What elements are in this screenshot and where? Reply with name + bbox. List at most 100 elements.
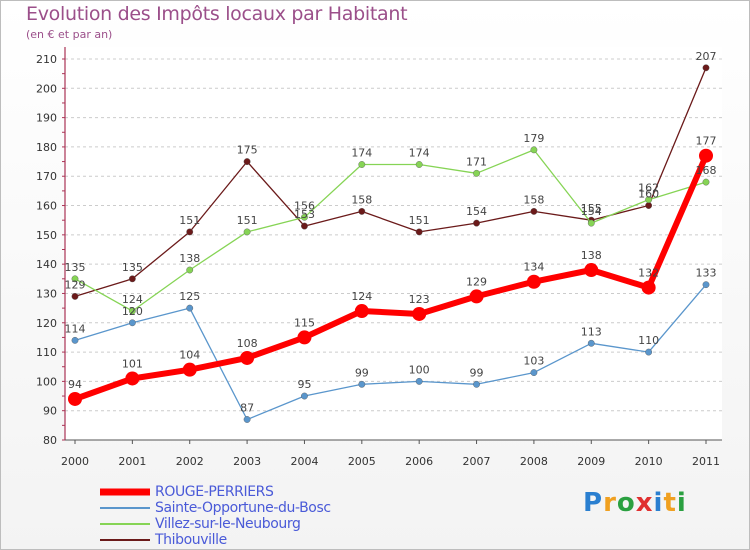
x-tick-label: 2010: [635, 455, 663, 468]
data-label: 155: [581, 202, 602, 215]
data-point: [301, 222, 308, 230]
data-point: [128, 319, 136, 327]
data-label: 129: [65, 278, 86, 291]
data-label: 160: [638, 188, 659, 201]
data-label: 87: [240, 401, 254, 414]
x-tick-label: 2004: [290, 455, 318, 468]
data-label: 129: [466, 275, 487, 288]
data-point: [415, 377, 423, 385]
y-tick-label: 190: [36, 112, 57, 125]
logo-letter: P: [583, 488, 604, 518]
data-point: [301, 213, 308, 221]
y-tick-label: 150: [36, 229, 57, 242]
data-point: [587, 339, 595, 347]
data-point: [71, 336, 79, 344]
data-label: 108: [237, 337, 258, 350]
logo-letter: i: [676, 488, 687, 518]
data-label: 179: [523, 132, 544, 145]
data-point: [186, 228, 194, 236]
data-point: [186, 266, 194, 274]
legend-swatch: [100, 507, 150, 509]
data-label: 99: [355, 366, 369, 379]
x-tick-label: 2007: [463, 455, 491, 468]
y-tick-label: 100: [36, 375, 57, 388]
y-tick-label: 140: [36, 258, 57, 271]
y-tick-label: 180: [36, 141, 57, 154]
data-label: 120: [122, 305, 143, 318]
data-point: [526, 274, 541, 289]
data-point: [530, 207, 538, 215]
data-label: 158: [351, 193, 372, 206]
data-label: 104: [179, 349, 200, 362]
y-tick-label: 200: [36, 82, 57, 95]
legend-swatch: [100, 523, 150, 525]
legend-label: ROUGE-PERRIERS: [155, 484, 274, 500]
data-label: 158: [523, 193, 544, 206]
legend-swatch: [100, 488, 150, 496]
data-label: 124: [122, 293, 143, 306]
data-label: 153: [294, 208, 315, 221]
data-label: 154: [581, 205, 602, 218]
data-point: [473, 169, 480, 177]
data-label: 123: [409, 293, 430, 306]
y-tick-label: 210: [36, 53, 57, 66]
data-label: 115: [294, 316, 315, 329]
data-point: [358, 161, 366, 168]
y-tick-label: 120: [36, 317, 57, 330]
x-tick-label: 2003: [233, 455, 261, 468]
x-tick-label: 2005: [348, 455, 376, 468]
data-point: [243, 158, 251, 165]
data-label: 113: [581, 325, 602, 338]
data-point: [473, 380, 480, 388]
legend-label: Thibouville: [155, 532, 227, 548]
data-point: [128, 307, 136, 315]
data-point: [358, 207, 366, 215]
data-label: 133: [696, 267, 717, 280]
y-tick-label: 110: [36, 346, 57, 359]
data-point: [530, 369, 538, 376]
data-point: [415, 161, 423, 168]
data-point: [182, 362, 197, 377]
data-point: [473, 219, 480, 227]
data-label: 132: [638, 267, 659, 280]
series-line: [74, 149, 707, 312]
data-point: [645, 196, 653, 204]
data-point: [469, 289, 484, 304]
data-label: 95: [297, 378, 311, 391]
data-label: 171: [466, 155, 487, 168]
data-label: 156: [294, 199, 315, 212]
data-label: 154: [466, 205, 487, 218]
data-label: 114: [65, 322, 86, 335]
data-point: [186, 304, 194, 312]
data-label: 175: [237, 144, 258, 157]
logo-letter: r: [603, 488, 617, 518]
data-point: [297, 330, 312, 345]
data-point: [645, 202, 653, 209]
data-point: [128, 275, 136, 283]
y-tick-label: 170: [36, 170, 57, 183]
data-label: 174: [351, 147, 372, 160]
data-point: [645, 348, 653, 356]
chart-title: Evolution des Impôts locaux par Habitant: [26, 3, 408, 25]
legend-label: Villez-sur-le-Neubourg: [155, 516, 301, 532]
y-tick-label: 160: [36, 200, 57, 213]
data-label: 94: [68, 378, 82, 391]
data-point: [354, 304, 369, 319]
x-tick-label: 2011: [692, 455, 720, 468]
data-point: [702, 178, 710, 186]
data-point: [702, 281, 710, 289]
x-tick-label: 2002: [176, 455, 204, 468]
data-label: 100: [409, 363, 430, 376]
data-label: 135: [65, 261, 86, 274]
data-point: [243, 416, 251, 423]
data-label: 207: [696, 50, 717, 63]
x-tick-label: 2008: [520, 455, 548, 468]
data-point: [699, 148, 713, 163]
data-point: [71, 292, 79, 300]
data-point: [68, 391, 82, 406]
data-label: 151: [237, 214, 258, 227]
data-label: 110: [638, 334, 659, 347]
data-point: [702, 64, 710, 72]
data-label: 151: [179, 214, 200, 227]
